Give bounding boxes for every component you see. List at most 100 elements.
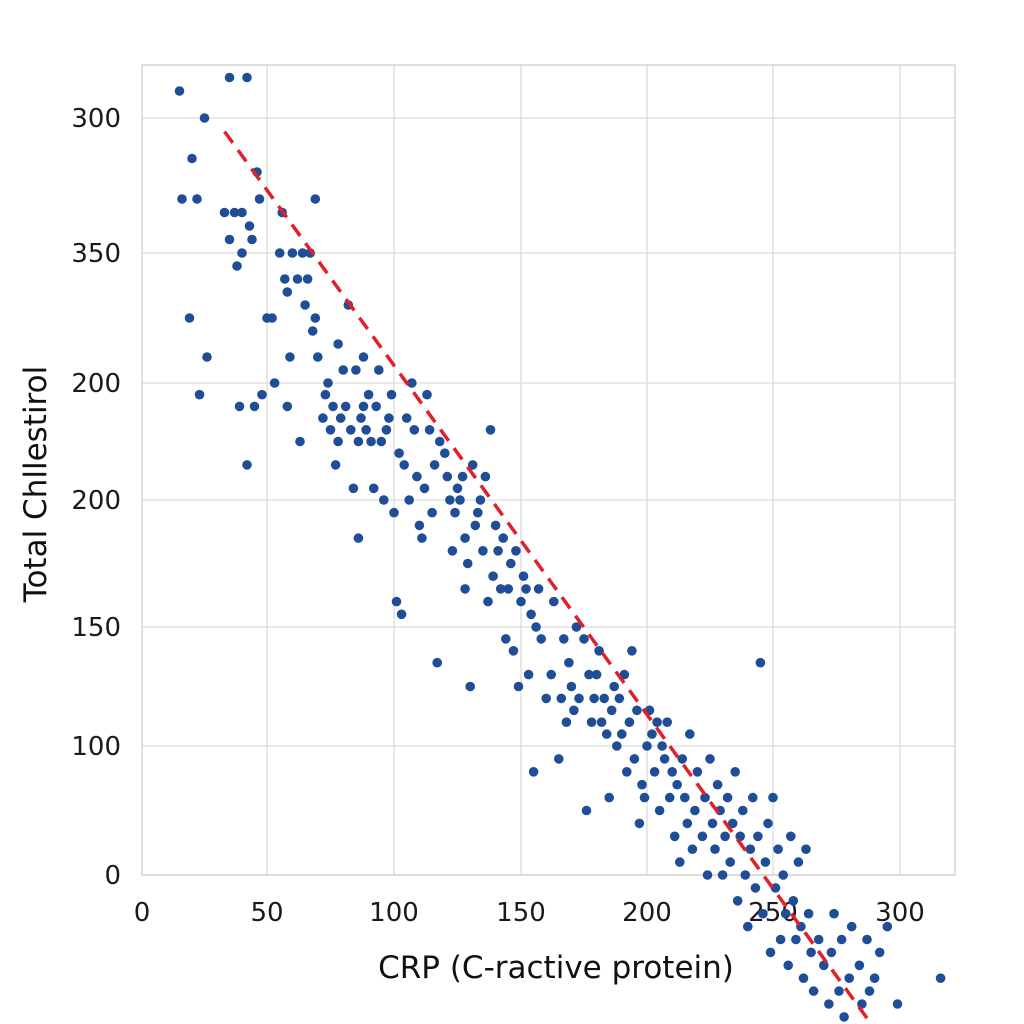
data-point	[442, 471, 453, 482]
data-point	[409, 425, 420, 435]
data-point	[348, 483, 359, 494]
data-point	[282, 287, 293, 297]
data-point	[300, 300, 310, 310]
y-axis-title: Total Chllestirol	[18, 366, 54, 603]
data-point	[371, 401, 382, 412]
data-point	[323, 378, 333, 388]
y-tick-labels: 0 100 150 200 200 350 300	[71, 104, 121, 891]
data-point	[617, 729, 627, 739]
data-point	[705, 754, 715, 764]
data-point	[692, 767, 703, 777]
data-point	[829, 908, 839, 919]
data-point	[432, 657, 443, 668]
data-point	[374, 365, 384, 375]
data-point	[748, 792, 758, 803]
data-point	[249, 401, 260, 412]
data-point	[457, 471, 468, 482]
data-point	[501, 634, 511, 644]
grid-lines	[142, 65, 955, 876]
data-point	[773, 844, 783, 854]
data-point	[808, 986, 819, 996]
data-point	[571, 622, 582, 632]
data-point	[267, 313, 277, 323]
data-point	[429, 460, 440, 470]
data-point	[758, 908, 768, 919]
data-point	[493, 546, 503, 556]
data-point	[690, 805, 700, 816]
data-point	[664, 792, 675, 803]
data-point	[242, 460, 252, 470]
data-point	[740, 870, 751, 880]
data-point	[254, 194, 265, 204]
data-point	[475, 495, 486, 505]
data-point	[659, 754, 670, 764]
data-point	[687, 844, 698, 854]
data-point	[422, 389, 432, 400]
data-point	[768, 792, 778, 803]
data-point	[313, 352, 323, 362]
data-point	[819, 960, 829, 971]
data-point	[788, 896, 799, 906]
data-point	[470, 520, 481, 531]
data-point	[287, 248, 298, 258]
data-point	[358, 352, 369, 362]
data-point	[434, 436, 445, 447]
data-point	[786, 831, 796, 842]
data-point	[177, 194, 187, 204]
data-point	[561, 717, 572, 727]
data-point	[935, 973, 946, 983]
x-tick-label: 100	[369, 898, 419, 928]
data-point	[760, 857, 771, 867]
data-point	[647, 729, 657, 739]
data-point	[310, 194, 321, 204]
data-point	[285, 352, 295, 362]
data-point	[546, 669, 556, 680]
data-point	[325, 425, 336, 435]
data-point	[813, 934, 824, 945]
data-point	[826, 947, 837, 958]
data-point	[554, 754, 564, 764]
data-point	[738, 805, 748, 816]
data-point	[735, 831, 745, 842]
data-point	[199, 113, 210, 123]
data-point	[445, 495, 455, 505]
data-point	[368, 483, 379, 494]
data-point	[384, 413, 394, 423]
data-point	[614, 693, 625, 704]
data-point	[192, 194, 202, 204]
data-point	[361, 425, 371, 435]
data-point	[793, 857, 804, 867]
data-point	[224, 234, 235, 245]
data-point	[269, 378, 280, 388]
data-point	[624, 717, 635, 727]
data-point	[280, 274, 290, 284]
data-point	[750, 883, 761, 893]
data-point	[333, 339, 343, 349]
data-point	[478, 546, 488, 556]
data-point	[224, 72, 235, 83]
data-point	[874, 947, 885, 958]
data-point	[846, 921, 857, 932]
data-point	[753, 831, 763, 842]
data-point	[389, 507, 399, 518]
data-point	[770, 883, 781, 893]
data-point	[892, 999, 903, 1009]
data-point	[836, 934, 847, 945]
data-point	[839, 1012, 849, 1022]
data-point	[516, 596, 526, 607]
data-point	[237, 248, 247, 258]
data-point	[467, 460, 478, 470]
data-point	[702, 870, 713, 880]
data-point	[599, 693, 609, 704]
data-point	[401, 413, 412, 423]
data-points	[174, 72, 946, 1022]
data-point	[778, 870, 788, 880]
data-point	[447, 546, 458, 556]
x-tick-label: 50	[250, 898, 283, 928]
data-point	[366, 436, 376, 447]
data-point	[358, 401, 369, 412]
data-point	[775, 934, 786, 945]
data-point	[589, 693, 599, 704]
data-point	[803, 908, 814, 919]
